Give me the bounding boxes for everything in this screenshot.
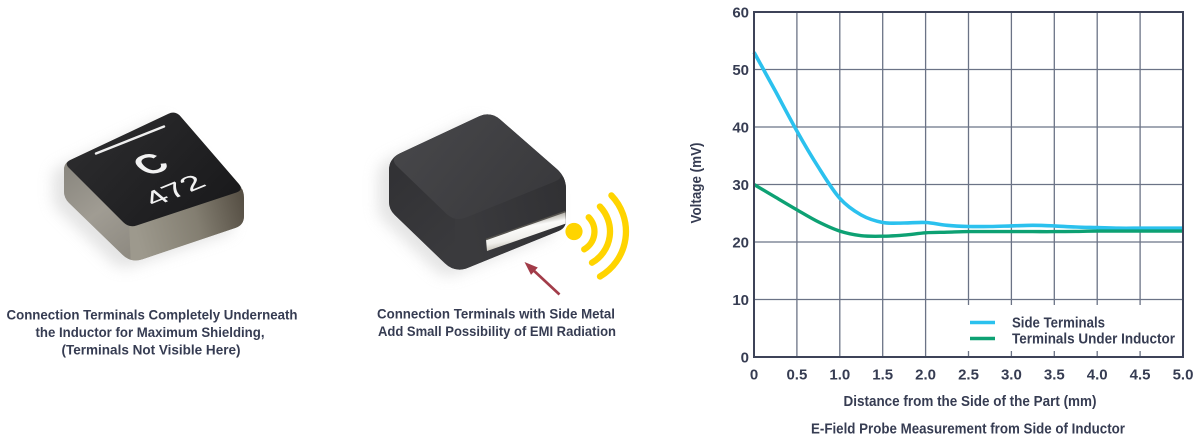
svg-text:20: 20 — [732, 235, 749, 252]
svg-text:2.5: 2.5 — [958, 367, 979, 384]
svg-text:Voltage (mV): Voltage (mV) — [689, 142, 705, 223]
svg-text:1.0: 1.0 — [829, 367, 850, 384]
svg-text:50: 50 — [732, 62, 749, 79]
svg-text:3.5: 3.5 — [1044, 367, 1065, 384]
svg-text:60: 60 — [732, 5, 749, 22]
svg-text:10: 10 — [732, 292, 749, 309]
svg-text:Distance from the Side of the: Distance from the Side of the Part (mm) — [844, 394, 1097, 410]
svg-text:Terminals Under Inductor: Terminals Under Inductor — [1012, 332, 1175, 348]
svg-text:0.5: 0.5 — [786, 367, 807, 384]
svg-text:Connection Terminals with Side: Connection Terminals with Side Metal — [377, 306, 615, 322]
svg-text:(Terminals Not Visible Here): (Terminals Not Visible Here) — [62, 342, 241, 358]
svg-text:5.0: 5.0 — [1173, 367, 1194, 384]
svg-text:Connection Terminals Completel: Connection Terminals Completely Undernea… — [7, 307, 298, 323]
svg-text:1.5: 1.5 — [872, 367, 893, 384]
svg-text:Side Terminals: Side Terminals — [1012, 316, 1105, 332]
svg-text:3.0: 3.0 — [1001, 367, 1022, 384]
svg-text:E-Field Probe Measurement from: E-Field Probe Measurement from Side of I… — [811, 422, 1125, 438]
svg-text:4.0: 4.0 — [1087, 367, 1108, 384]
svg-text:0: 0 — [750, 367, 758, 384]
svg-text:40: 40 — [732, 120, 749, 137]
svg-text:4.5: 4.5 — [1130, 367, 1151, 384]
svg-text:0: 0 — [741, 350, 749, 367]
svg-text:Add Small Possibility of EMI R: Add Small Possibility of EMI Radiation — [378, 323, 616, 339]
svg-text:2.0: 2.0 — [915, 367, 936, 384]
svg-text:30: 30 — [732, 177, 749, 194]
svg-text:the Inductor for Maximum Shiel: the Inductor for Maximum Shielding, — [36, 324, 265, 340]
